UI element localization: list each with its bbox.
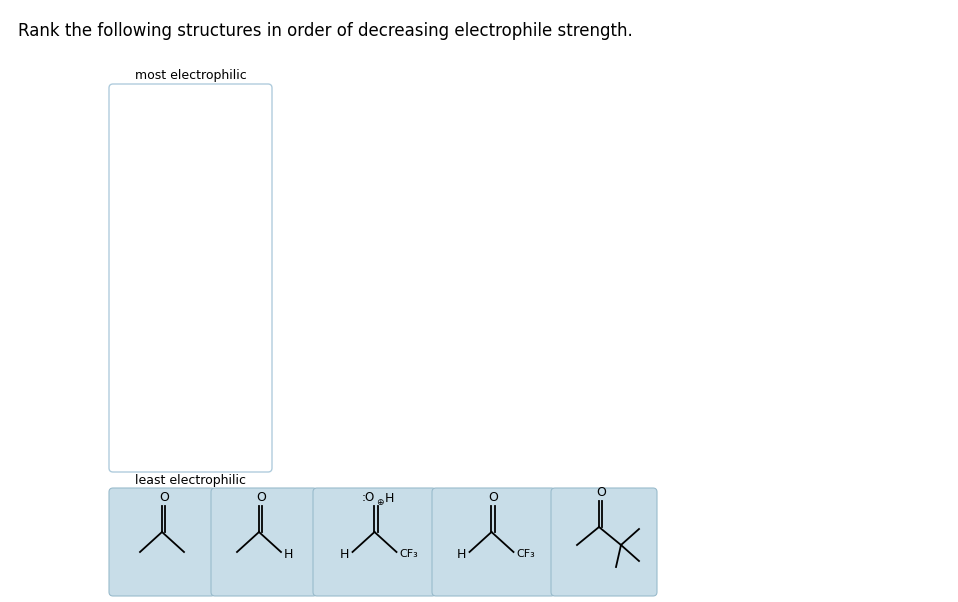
FancyBboxPatch shape: [432, 488, 555, 596]
Text: H: H: [384, 492, 394, 505]
Text: H: H: [340, 547, 350, 560]
FancyBboxPatch shape: [551, 488, 657, 596]
Text: CF₃: CF₃: [399, 549, 419, 559]
Text: H: H: [284, 547, 293, 560]
Text: least electrophilic: least electrophilic: [135, 474, 246, 487]
Text: O: O: [159, 491, 169, 504]
Text: Rank the following structures in order of decreasing electrophile strength.: Rank the following structures in order o…: [18, 22, 632, 40]
FancyBboxPatch shape: [211, 488, 317, 596]
FancyBboxPatch shape: [109, 488, 215, 596]
Text: O: O: [489, 491, 498, 504]
Text: most electrophilic: most electrophilic: [135, 69, 246, 82]
Text: O: O: [256, 491, 265, 504]
Text: ⊕: ⊕: [376, 498, 384, 507]
Text: H: H: [457, 547, 467, 560]
Text: :O: :O: [361, 491, 375, 504]
FancyBboxPatch shape: [109, 84, 272, 472]
Text: O: O: [596, 486, 605, 499]
FancyBboxPatch shape: [313, 488, 436, 596]
Text: CF₃: CF₃: [516, 549, 536, 559]
